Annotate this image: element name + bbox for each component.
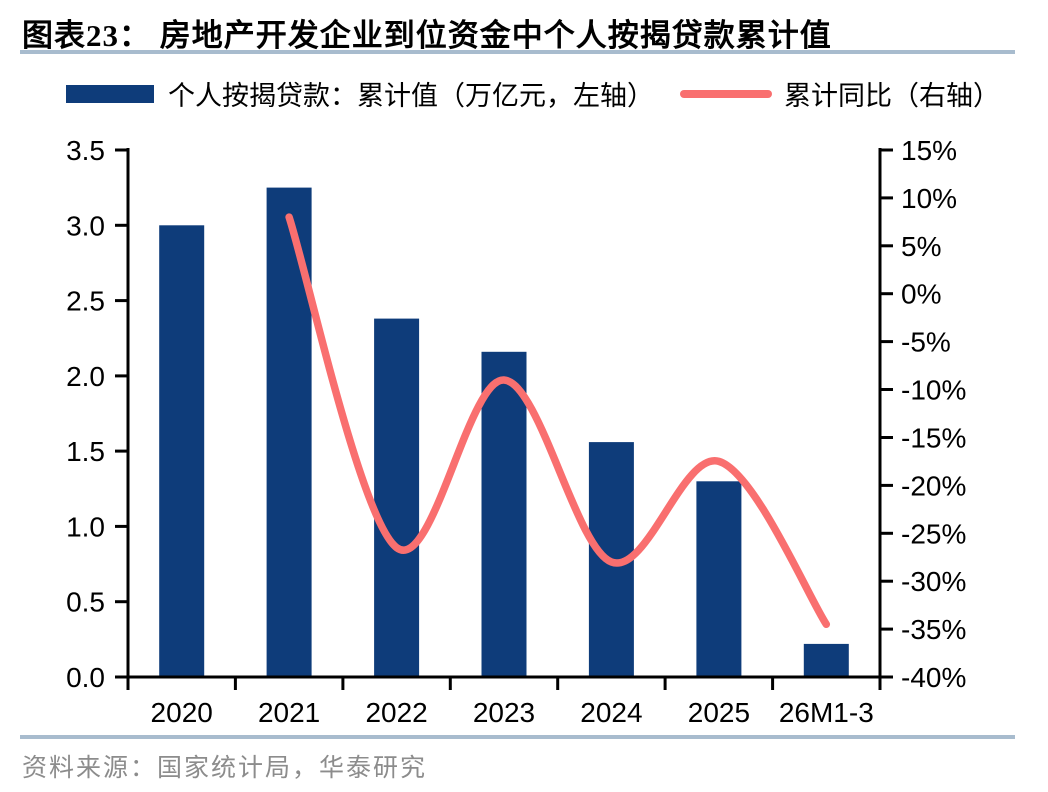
right-axis-tick-label: 0% [901,279,941,310]
left-axis-tick-label: 3.0 [66,210,105,241]
bar-26M1-3 [803,643,849,677]
left-axis-tick-label: 0.5 [66,587,105,618]
right-axis-tick-label: 5% [901,231,941,262]
title-divider [20,50,1015,54]
legend-line-swatch [680,89,772,98]
right-axis-tick-label: 15% [901,135,957,166]
left-axis-tick-label: 3.5 [66,135,105,166]
bar-2022 [374,318,420,677]
legend-line-label: 累计同比（右轴） [784,81,1000,111]
right-axis-tick-label: -20% [901,470,966,501]
chart-title: 图表23： 房地产开发企业到位资金中个人按揭贷款累计值 [22,18,832,53]
right-axis-tick-label: -35% [901,614,966,645]
legend-bar-label: 个人按揭贷款：累计值（万亿元，左轴） [168,81,654,111]
trend-line [285,213,831,629]
right-axis-tick-label: -10% [901,375,966,406]
x-axis-label: 2021 [258,697,320,728]
bar-2020 [159,225,205,678]
left-axis-tick-label: 2.5 [66,286,105,317]
left-axis-tick-label: 0.0 [66,662,105,693]
legend-bar-swatch [66,84,154,103]
left-axis-tick-label: 1.5 [66,436,105,467]
right-axis-tick-label: -15% [901,423,966,454]
x-axis-label: 2024 [580,697,642,728]
right-axis-tick-label: -30% [901,566,966,597]
right-axis-tick-label: -5% [901,327,951,358]
right-axis-tick-label: -25% [901,518,966,549]
x-axis-label: 2022 [365,697,427,728]
x-axis-label: 2020 [151,697,213,728]
source-note: 资料来源：国家统计局，华泰研究 [22,755,428,782]
x-axis-label: 2023 [473,697,535,728]
chart-legend: 个人按揭贷款：累计值（万亿元，左轴） 累计同比（右轴） [66,74,1000,113]
right-axis-tick-label: -40% [901,662,966,693]
x-axis-label: 2025 [688,697,750,728]
bar-2025 [696,481,742,677]
right-axis-tick-label: 10% [901,183,957,214]
left-axis-tick-label: 1.0 [66,511,105,542]
bar-2023 [481,351,527,677]
x-axis-label: 26M1-3 [779,697,874,728]
footer-divider [20,735,1015,739]
left-axis-tick-label: 2.0 [66,361,105,392]
